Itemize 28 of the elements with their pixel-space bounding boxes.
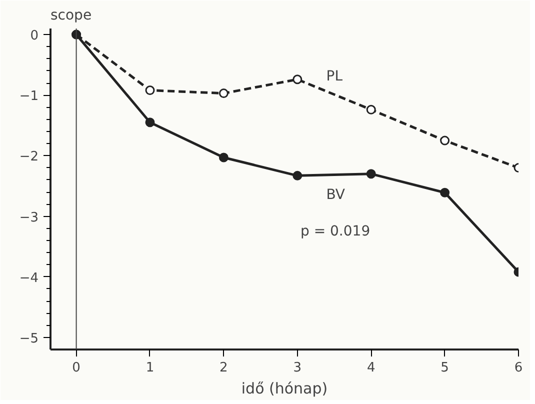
y-tick-label: −5	[19, 331, 39, 346]
y-axis-title: scope	[50, 8, 92, 24]
x-tick-label: 3	[293, 360, 302, 376]
y-tick-label: −2	[19, 150, 39, 165]
x-tick-label: 0	[72, 360, 80, 376]
series-label: BV	[326, 186, 346, 203]
point	[292, 74, 302, 84]
y-tick-label: −1	[19, 89, 39, 104]
point	[218, 88, 228, 98]
point	[440, 188, 450, 198]
y-tick-label: −3	[19, 210, 39, 226]
point	[366, 169, 376, 179]
point	[218, 152, 228, 162]
x-tick-label: 6	[514, 360, 523, 376]
y-tick-label: −4	[19, 270, 39, 286]
x-tick-label: 5	[440, 360, 449, 376]
x-axis-title: idő (hónap)	[241, 380, 328, 398]
point	[366, 104, 376, 114]
x-tick-label: 2	[220, 360, 228, 376]
point	[145, 118, 155, 128]
point	[145, 86, 155, 96]
x-tick-label: 4	[366, 360, 376, 376]
x-tick-label: 1	[146, 360, 154, 376]
point	[440, 136, 450, 146]
annotation: p = 0.019	[300, 224, 370, 240]
series-label: PL	[326, 68, 343, 85]
y-tick-label: 0	[30, 28, 39, 44]
point	[292, 170, 302, 180]
